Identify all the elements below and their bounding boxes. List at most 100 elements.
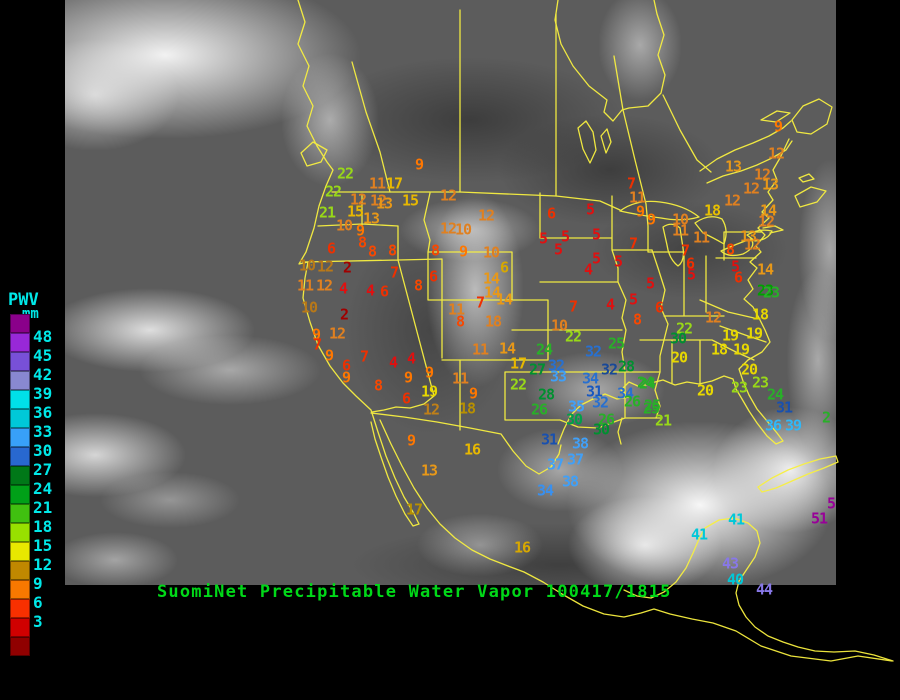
station-value: 8 xyxy=(632,310,642,329)
station-value: 22 xyxy=(324,182,342,201)
station-value: 21 xyxy=(654,411,672,430)
station-value: 43 xyxy=(721,554,739,573)
legend-tick-label: 45 xyxy=(33,346,53,365)
station-value: 6 xyxy=(379,282,389,301)
legend-tick-label: 12 xyxy=(33,555,53,574)
legend-swatch xyxy=(10,428,30,447)
station-value: 12 xyxy=(315,276,333,295)
legend-swatch xyxy=(10,504,30,523)
lake-superior xyxy=(619,200,700,221)
station-value: 24 xyxy=(535,340,553,359)
station-value: 36 xyxy=(764,416,782,435)
station-value: 5 xyxy=(730,257,740,276)
station-value: 33 xyxy=(549,367,567,386)
station-value: 5 xyxy=(560,227,570,246)
station-value: 13 xyxy=(724,157,742,176)
station-value: 5 xyxy=(628,290,638,309)
station-value: 23 xyxy=(730,378,748,397)
station-value: 12 xyxy=(757,212,775,231)
station-value: 7 xyxy=(389,263,399,282)
station-value: 14 xyxy=(759,201,777,220)
lake-winnipeg xyxy=(577,120,597,164)
legend-swatch xyxy=(10,371,30,390)
station-value: 26 xyxy=(530,400,548,419)
legend-tick-label: 33 xyxy=(33,422,53,441)
station-value: 13 xyxy=(362,209,380,228)
legend-tick-label: 36 xyxy=(33,403,53,422)
station-value: 31 xyxy=(540,430,558,449)
station-value: 9 xyxy=(355,221,365,240)
state-borders-plains xyxy=(504,192,661,445)
legend-tick-label: 9 xyxy=(33,574,43,593)
station-value: 4 xyxy=(605,295,615,314)
station-value: 21 xyxy=(318,203,336,222)
station-value: 10 xyxy=(298,256,316,275)
station-value: 30 xyxy=(565,410,583,429)
station-value: 9 xyxy=(773,117,783,136)
station-value: 8 xyxy=(725,240,735,259)
station-value: 11 xyxy=(671,221,689,240)
station-value: 8 xyxy=(413,276,423,295)
station-value: 12 xyxy=(439,186,457,205)
station-value: 19 xyxy=(420,382,438,401)
station-value: 22 xyxy=(509,375,527,394)
coastline-cuba xyxy=(757,455,839,493)
station-value: 37 xyxy=(566,450,584,469)
legend-swatch xyxy=(10,542,30,561)
legend-tick-label: 6 xyxy=(33,593,43,612)
station-value: 6 xyxy=(685,254,695,273)
station-value: 24 xyxy=(638,374,656,393)
legend-title: PWV xyxy=(8,290,39,310)
station-value: 11 xyxy=(692,228,710,247)
station-value: 22 xyxy=(564,327,582,346)
long-island xyxy=(762,225,784,234)
station-value: 9 xyxy=(468,384,478,403)
station-value: 32 xyxy=(600,360,618,379)
station-value: 6 xyxy=(326,239,336,258)
legend-swatch xyxy=(10,333,30,352)
station-value: 12 xyxy=(742,179,760,198)
station-value: 11 xyxy=(471,340,489,359)
station-value: 5 xyxy=(585,200,595,219)
newfoundland xyxy=(791,98,833,135)
station-value: 4 xyxy=(388,353,398,372)
station-value: 5 xyxy=(553,240,563,259)
station-value: 6 xyxy=(654,298,664,317)
station-value: 23 xyxy=(756,281,774,300)
station-value: 10 xyxy=(671,210,689,229)
legend-swatch xyxy=(10,618,30,637)
lake-manitoba xyxy=(600,128,612,154)
station-value: 4 xyxy=(365,281,375,300)
station-value: 13 xyxy=(761,175,779,194)
legend-swatch xyxy=(10,447,30,466)
station-value: 14 xyxy=(756,260,774,279)
station-value: 12 xyxy=(349,190,367,209)
station-value: 5 xyxy=(645,274,655,293)
station-value: 41 xyxy=(727,510,745,529)
state-borders-east xyxy=(639,203,767,419)
station-value: 31 xyxy=(585,382,603,401)
legend-swatch xyxy=(10,599,30,618)
station-value: 17 xyxy=(509,354,527,373)
station-value: 10 xyxy=(550,316,568,335)
legend-swatch xyxy=(10,637,30,656)
st-lawrence-north xyxy=(699,120,792,172)
station-value: 5 xyxy=(538,229,548,248)
station-value: 7 xyxy=(680,241,690,260)
station-value: 2 xyxy=(821,408,831,427)
station-value: 7 xyxy=(359,347,369,366)
hudson-bay xyxy=(554,0,666,122)
station-value: 8 xyxy=(367,242,377,261)
station-value: 12 xyxy=(723,191,741,210)
station-value: 9 xyxy=(341,368,351,387)
map-caption: SuomiNet Precipitable Water Vapor 100417… xyxy=(157,582,672,602)
station-value: 51 xyxy=(810,509,828,528)
station-value: 32 xyxy=(547,356,565,375)
station-value: 14 xyxy=(495,290,513,309)
station-value: 25 xyxy=(642,399,660,418)
station-value: 17 xyxy=(385,174,403,193)
vancouver-island xyxy=(300,141,328,167)
legend-tick-label: 3 xyxy=(33,612,43,631)
st-lawrence-south xyxy=(706,140,793,184)
